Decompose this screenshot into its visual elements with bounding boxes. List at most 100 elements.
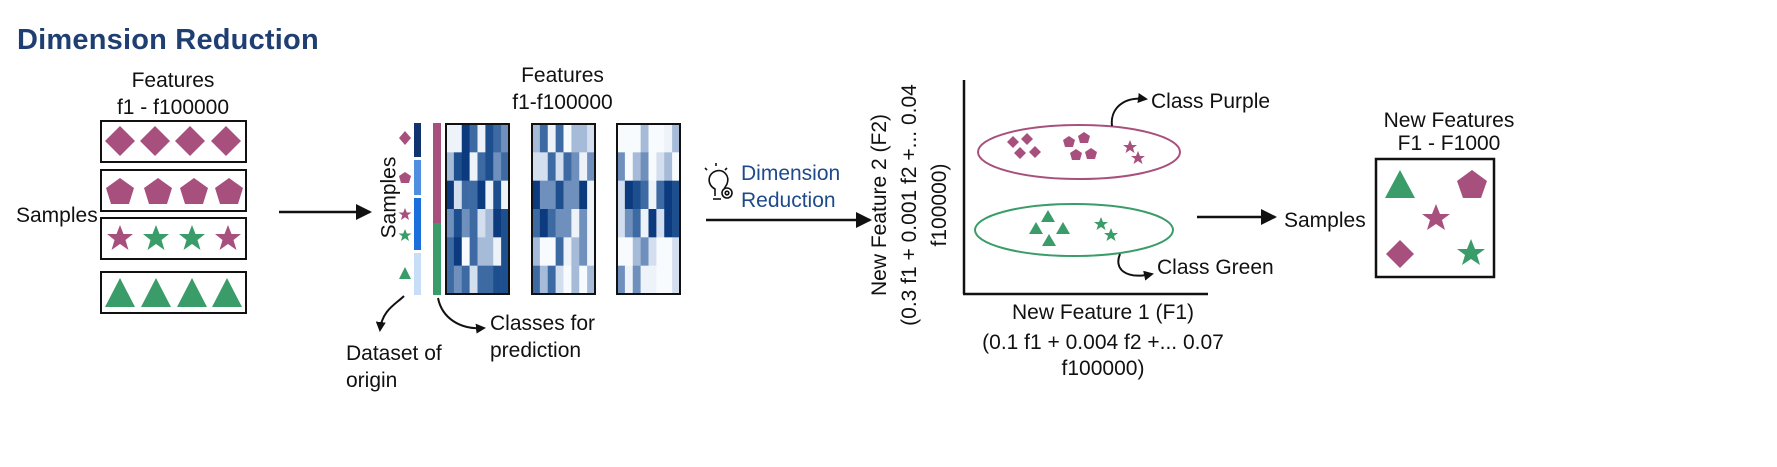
heatmap-cell [648, 180, 657, 210]
heatmap-cell [485, 124, 494, 153]
heatmap-cell [632, 237, 641, 266]
heatmap-cell [469, 209, 478, 238]
heatmap-cell [555, 180, 564, 210]
heatmap-cell [587, 237, 596, 266]
heatmap-cell [446, 152, 455, 181]
heatmap-cell [632, 209, 641, 238]
heatmap-cell [555, 237, 564, 266]
heatmap-cell [461, 124, 470, 153]
heatmap-cell [563, 124, 572, 153]
heatmap-cell [501, 237, 510, 266]
heatmap-cell [493, 124, 502, 153]
heatmap-cell [547, 180, 556, 210]
heatmap-cell [547, 265, 556, 295]
heatmap-cell [485, 265, 494, 295]
heatmap-cell [563, 237, 572, 266]
heatmap-cell [648, 209, 657, 238]
heatmap-cell [563, 209, 572, 238]
heatmap-cell [532, 124, 541, 153]
lightbulb-gear-icon [704, 163, 733, 200]
x-axis-label-line1: New Feature 1 (F1) [1011, 301, 1195, 324]
classes-prediction-line2: prediction [490, 339, 582, 362]
heatmap-cell [579, 265, 588, 295]
heatmap-cell [485, 237, 494, 266]
heatmap-cell [579, 124, 588, 153]
features-label-left-line2: f1 - f100000 [116, 96, 230, 119]
heatmap-cell [539, 265, 549, 295]
heatmap-cell [617, 237, 626, 266]
heatmap-cell [555, 265, 564, 295]
heatmap-border [531, 123, 596, 295]
classes-prediction-line1: Classes for [490, 312, 596, 335]
features-label-middle-line2: f1-f100000 [512, 91, 613, 114]
heatmap-border [445, 123, 510, 295]
heatmap-cell [461, 265, 470, 295]
heatmap-cell [624, 124, 634, 153]
heatmap-cell [555, 124, 564, 153]
heatmap-cell [469, 237, 478, 266]
heatmap-cell [664, 124, 673, 153]
heatmap-cell [532, 180, 541, 210]
heatmap-cell [648, 152, 657, 181]
features-label-left: Features f1 - f100000 [112, 67, 234, 121]
heatmap-cell [656, 180, 665, 210]
heatmap-cell [617, 180, 626, 210]
heatmap-3 [616, 123, 681, 295]
heatmap-cell [624, 209, 634, 238]
heatmap-cell [501, 209, 510, 238]
heatmap-cell [571, 209, 580, 238]
heatmap-cell [587, 152, 596, 181]
heatmap-cell [672, 237, 681, 266]
heatmap-cell [648, 265, 657, 295]
x-axis-label: New Feature 1 (F1) (0.1 f1 + 0.004 f2 +.… [968, 300, 1238, 382]
cluster-green [974, 203, 1174, 257]
heatmap-cell [477, 152, 486, 181]
new-features-line1: New Features [1383, 109, 1515, 132]
arrow-classes [437, 297, 486, 334]
heatmap-cell [632, 152, 641, 181]
heatmap-cell [547, 237, 556, 266]
heatmap-cell [587, 265, 596, 295]
heatmap-border [616, 123, 681, 295]
heatmap-cell [485, 152, 494, 181]
heatmap-cell [446, 265, 455, 295]
heatmap-cell [656, 124, 665, 153]
heatmap-cell [501, 152, 510, 181]
heatmap-cell [453, 209, 463, 238]
heatmap-cell [640, 180, 649, 210]
heatmap-cell [587, 209, 596, 238]
heatmap-cell [469, 124, 478, 153]
heatmap-cell [587, 180, 596, 210]
heatmap-cell [485, 209, 494, 238]
heatmap-cell [453, 237, 463, 266]
heatmap-cell [469, 152, 478, 181]
heatmap-cell [477, 124, 486, 153]
heatmap-cell [555, 152, 564, 181]
heatmap-cell [579, 152, 588, 181]
heatmap-cell [532, 265, 541, 295]
sample-box-stars [100, 217, 247, 260]
heatmap-cell [539, 237, 549, 266]
heatmap-cell [632, 265, 641, 295]
classes-prediction-label: Classes for prediction [490, 310, 595, 364]
heatmap-cell [446, 209, 455, 238]
heatmap-2 [531, 123, 596, 295]
heatmap-cell [632, 124, 641, 153]
heatmap-cell [477, 209, 486, 238]
heatmap-cell [453, 265, 463, 295]
arrow-dataset-origin [375, 295, 405, 332]
heatmap-cell [501, 124, 510, 153]
heatmap-cell [617, 265, 626, 295]
features-label-middle-line1: Features [521, 64, 604, 87]
arrow-class-green [1117, 253, 1154, 281]
dimension-reduction-step-label: Dimension Reduction [741, 160, 840, 214]
heatmap-cell [493, 152, 502, 181]
heatmap-cell [640, 152, 649, 181]
heatmap-cell [664, 180, 673, 210]
heatmap-1 [445, 123, 510, 295]
sample-box-diamonds [100, 120, 247, 163]
heatmap-cell [539, 124, 549, 153]
heatmap-cell [446, 180, 455, 210]
sample-box-pentagons [100, 169, 247, 212]
heatmap-cell [493, 237, 502, 266]
